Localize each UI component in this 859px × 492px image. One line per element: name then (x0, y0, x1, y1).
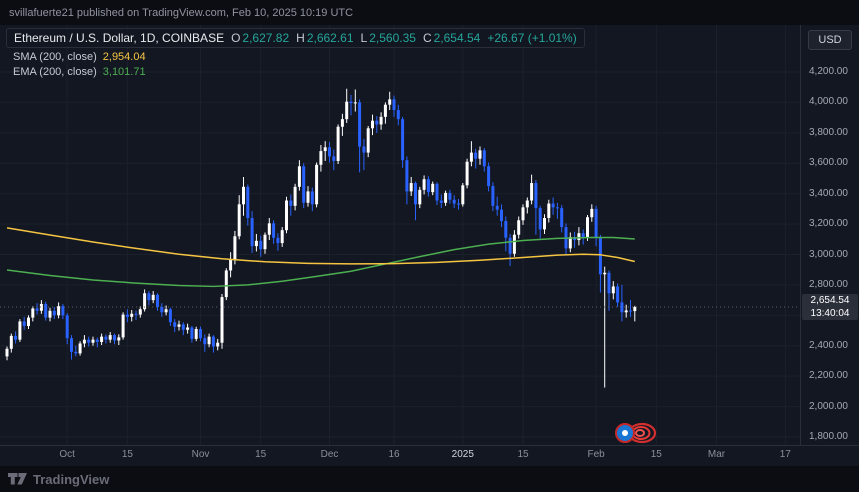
time-tick-label[interactable]: Oct (59, 449, 75, 460)
symbol-title[interactable]: Ethereum / U.S. Dollar, 1D, COINBASE (14, 31, 225, 45)
price-tick-label: 2,000.00 (809, 400, 848, 412)
time-tick-label[interactable]: Mar (707, 449, 726, 460)
publish-bar: svillafuerte21 published on TradingView.… (0, 0, 859, 25)
publish-text: svillafuerte21 published on TradingView.… (9, 6, 354, 19)
time-tick-label[interactable]: Dec (320, 449, 339, 460)
time-tick-label[interactable]: Feb (587, 449, 605, 460)
tradingview-logo-icon (8, 472, 27, 484)
last-price-label: 2,654.54 13:40:04 (802, 294, 858, 321)
price-axis[interactable]: USD 1,800.002,000.002,200.002,400.002,60… (800, 25, 859, 445)
price-change: +26.67 (+1.01%) (487, 31, 577, 45)
low-value: L 2,560.35 (360, 31, 416, 45)
price-tick-label: 3,200.00 (809, 218, 848, 230)
time-tick-label[interactable]: 15 (121, 449, 133, 460)
brand-text: TradingView (33, 472, 110, 487)
time-tick-label[interactable]: 15 (650, 449, 662, 460)
time-tick-label[interactable]: 16 (388, 449, 400, 460)
ema-value: 3,101.71 (102, 66, 146, 78)
price-tick-label: 3,400.00 (809, 187, 848, 199)
high-value: H 2,662.61 (296, 31, 354, 45)
sma-value: 2,954.04 (102, 51, 146, 63)
bar-countdown: 13:40:04 (810, 308, 850, 320)
open-value: O 2,627.82 (231, 31, 290, 45)
sma-label: SMA (200, close) (13, 51, 97, 63)
time-tick-label[interactable]: 2025 (451, 449, 474, 460)
reaction-sticker-icon (612, 420, 660, 445)
time-tick-label[interactable]: 15 (255, 449, 267, 460)
price-tick-label: 1,800.00 (809, 431, 848, 442)
candlestick-chart[interactable] (0, 25, 800, 445)
legend: Ethereum / U.S. Dollar, 1D, COINBASE O 2,… (6, 28, 585, 78)
price-tick-label: 2,800.00 (809, 278, 848, 290)
time-tick-label[interactable]: 15 (517, 449, 529, 460)
currency-toggle-button[interactable]: USD (808, 30, 852, 50)
time-tick-label[interactable]: Nov (191, 449, 210, 460)
time-axis[interactable]: Oct 15 Nov 15 Dec 16 2025 15 Feb 15 Mar 17 (0, 445, 859, 466)
time-tick-label[interactable]: 17 (779, 449, 791, 460)
price-tick-label: 2,400.00 (809, 339, 848, 351)
chart-area: Ethereum / U.S. Dollar, 1D, COINBASE O 2,… (0, 25, 859, 445)
ema-label: EMA (200, close) (13, 66, 97, 78)
sma-legend-row[interactable]: SMA (200, close) 2,954.04 (6, 51, 585, 63)
price-tick-label: 3,000.00 (809, 248, 848, 260)
price-tick-label: 3,600.00 (809, 157, 848, 169)
chart-plot[interactable]: Ethereum / U.S. Dollar, 1D, COINBASE O 2,… (0, 25, 800, 445)
price-tick-label: 4,000.00 (809, 96, 848, 108)
close-value: C 2,654.54 (422, 31, 481, 45)
price-tick-label: 3,800.00 (809, 126, 848, 138)
last-price-value: 2,654.54 (810, 295, 850, 307)
price-tick-label: 4,200.00 (809, 66, 848, 77)
ema-legend-row[interactable]: EMA (200, close) 3,101.71 (6, 66, 585, 78)
footer-bar: TradingView (0, 466, 859, 492)
tradingview-logo[interactable]: TradingView (8, 472, 109, 487)
price-tick-label: 2,200.00 (809, 370, 848, 382)
symbol-legend-row[interactable]: Ethereum / U.S. Dollar, 1D, COINBASE O 2,… (6, 28, 585, 48)
